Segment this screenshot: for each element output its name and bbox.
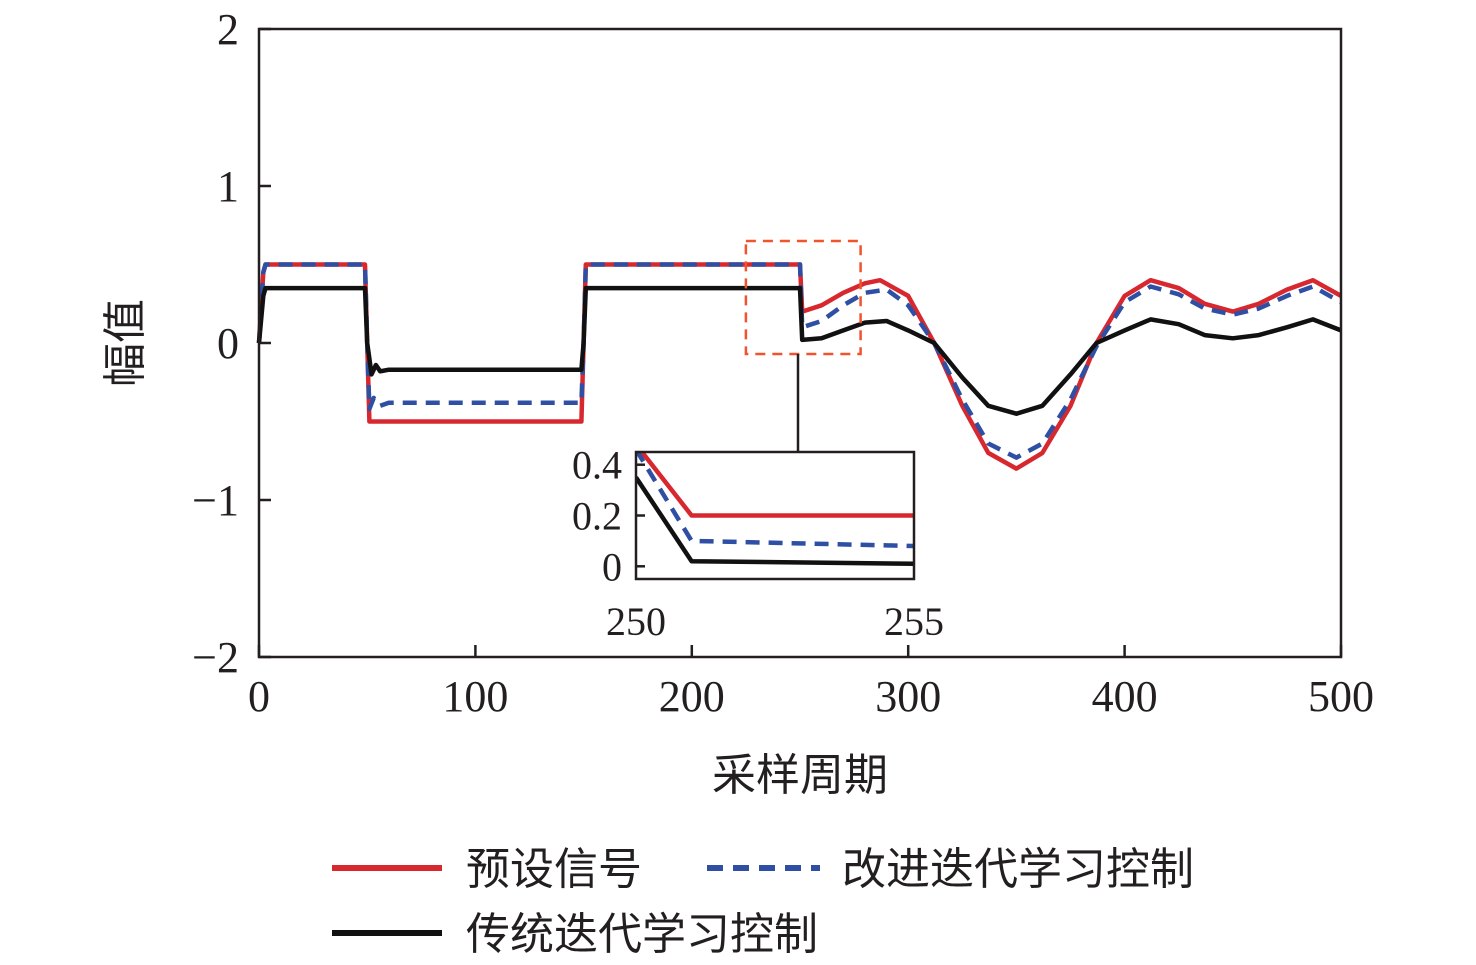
inset-y-tick-label: 0.2	[572, 494, 622, 539]
inset-series-line-0	[639, 452, 914, 518]
inset-y-tick-label: 0.4	[572, 443, 622, 488]
y-tick-label: −2	[192, 633, 239, 682]
inset-x-tick-label: 255	[884, 599, 944, 644]
x-axis-title: 采样周期	[712, 751, 888, 800]
legend-label-preset: 预设信号	[466, 845, 642, 894]
x-tick-label: 400	[1092, 672, 1158, 721]
main-axis-ticks: 0 100 200 300 400 500 2 1 0 −1 −2	[192, 5, 1374, 721]
main-plot-series	[256, 262, 1343, 471]
series-line-2	[256, 285, 1342, 416]
x-tick-label: 0	[248, 672, 270, 721]
y-tick-label: 2	[217, 5, 239, 54]
inset-series-line-1	[636, 452, 914, 549]
inset-x-tick-label: 250	[606, 599, 666, 644]
series-line-0	[256, 262, 1343, 471]
inset-y-tick-label: 0	[602, 544, 622, 589]
inset-axis-ticks: 0.4 0.2 0 250 255	[572, 443, 944, 644]
zoom-region-box	[744, 239, 862, 356]
inset-series-line-2	[636, 476, 914, 567]
inset-plot-series	[636, 452, 914, 567]
y-tick-label: −1	[192, 476, 239, 525]
legend-label-improved: 改进迭代学习控制	[842, 845, 1194, 894]
series-line-1	[256, 262, 1343, 460]
legend-label-traditional: 传统迭代学习控制	[466, 910, 818, 959]
x-tick-label: 300	[875, 672, 941, 721]
y-axis-title: 幅值	[101, 299, 150, 387]
x-tick-label: 500	[1308, 672, 1374, 721]
y-tick-label: 1	[217, 162, 239, 211]
y-tick-label: 0	[217, 319, 239, 368]
x-tick-label: 200	[659, 672, 725, 721]
x-tick-label: 100	[442, 672, 508, 721]
legend: 预设信号 改进迭代学习控制 传统迭代学习控制	[332, 845, 1194, 959]
